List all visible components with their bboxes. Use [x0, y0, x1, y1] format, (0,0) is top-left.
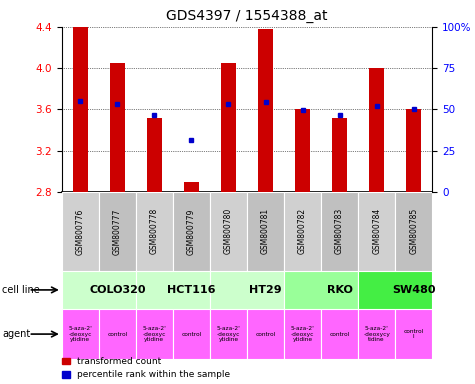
- Text: GSM800778: GSM800778: [150, 208, 159, 255]
- Bar: [210, 309, 247, 359]
- Bar: [62, 271, 136, 309]
- Bar: [210, 192, 247, 271]
- Text: GSM800782: GSM800782: [298, 208, 307, 255]
- Bar: [62, 192, 99, 271]
- Bar: [295, 109, 310, 192]
- Bar: [173, 192, 210, 271]
- Text: HCT116: HCT116: [167, 285, 216, 295]
- Bar: [99, 192, 136, 271]
- Bar: [358, 271, 432, 309]
- Bar: [173, 309, 210, 359]
- Bar: [221, 63, 236, 192]
- Bar: [284, 271, 358, 309]
- Bar: [99, 309, 136, 359]
- Text: GSM800784: GSM800784: [372, 208, 381, 255]
- Bar: [247, 192, 284, 271]
- Bar: [136, 309, 173, 359]
- Bar: [332, 118, 347, 192]
- Text: GSM800780: GSM800780: [224, 208, 233, 255]
- Bar: [210, 271, 284, 309]
- Text: control
l: control l: [404, 329, 424, 339]
- Text: cell line: cell line: [2, 285, 40, 295]
- Bar: [321, 309, 358, 359]
- Bar: [358, 192, 395, 271]
- Bar: [258, 29, 273, 192]
- Text: 5-aza-2'
-deoxyc
ytidine: 5-aza-2' -deoxyc ytidine: [217, 326, 240, 343]
- Bar: [284, 309, 321, 359]
- Text: control: control: [107, 331, 127, 337]
- Text: GSM800777: GSM800777: [113, 208, 122, 255]
- Text: agent: agent: [2, 329, 30, 339]
- Bar: [62, 309, 99, 359]
- Text: control: control: [256, 331, 276, 337]
- Bar: [136, 192, 173, 271]
- Text: 5-aza-2'
-deoxyc
ytidine: 5-aza-2' -deoxyc ytidine: [68, 326, 92, 343]
- Bar: [184, 182, 199, 192]
- Text: control: control: [181, 331, 201, 337]
- Title: GDS4397 / 1554388_at: GDS4397 / 1554388_at: [166, 9, 328, 23]
- Bar: [147, 118, 162, 192]
- Text: GSM800783: GSM800783: [335, 208, 344, 255]
- Bar: [73, 27, 88, 192]
- Bar: [395, 192, 432, 271]
- Text: GSM800785: GSM800785: [409, 208, 418, 255]
- Text: GSM800781: GSM800781: [261, 208, 270, 255]
- Text: RKO: RKO: [327, 285, 352, 295]
- Bar: [369, 68, 384, 192]
- Bar: [284, 192, 321, 271]
- Text: control: control: [330, 331, 350, 337]
- Bar: [136, 271, 210, 309]
- Bar: [110, 63, 125, 192]
- Text: 5-aza-2'
-deoxyc
ytidine: 5-aza-2' -deoxyc ytidine: [142, 326, 166, 343]
- Bar: [406, 109, 421, 192]
- Text: GSM800776: GSM800776: [76, 208, 85, 255]
- Text: 5-aza-2'
-deoxycy
tidine: 5-aza-2' -deoxycy tidine: [363, 326, 390, 343]
- Text: COLO320: COLO320: [89, 285, 145, 295]
- Bar: [358, 309, 395, 359]
- Legend: transformed count, percentile rank within the sample: transformed count, percentile rank withi…: [62, 357, 230, 379]
- Bar: [247, 309, 284, 359]
- Bar: [395, 309, 432, 359]
- Text: GSM800779: GSM800779: [187, 208, 196, 255]
- Text: 5-aza-2'
-deoxyc
ytidine: 5-aza-2' -deoxyc ytidine: [291, 326, 314, 343]
- Text: SW480: SW480: [392, 285, 436, 295]
- Text: HT29: HT29: [249, 285, 282, 295]
- Bar: [321, 192, 358, 271]
